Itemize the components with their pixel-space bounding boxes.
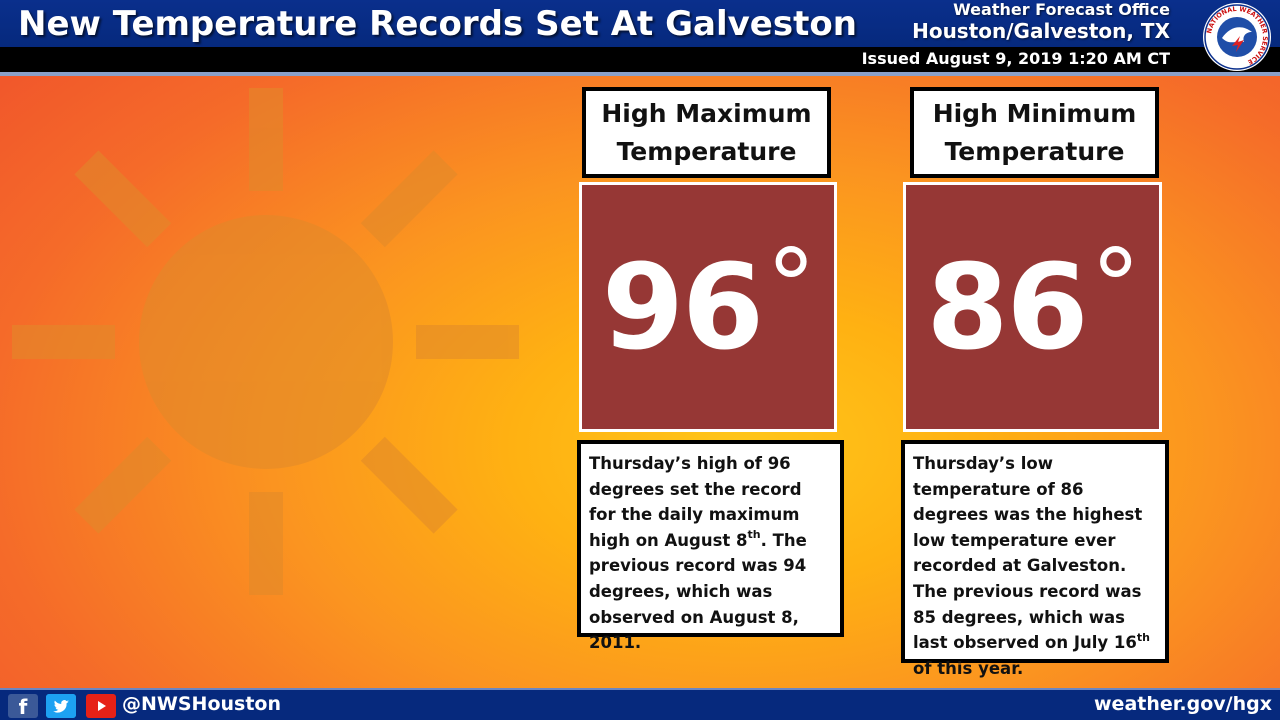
website-link[interactable]: weather.gov/hgx bbox=[1094, 693, 1272, 715]
degree-symbol: ° bbox=[766, 226, 816, 344]
social-handle[interactable]: @NWSHouston bbox=[122, 693, 281, 715]
office-name: Weather Forecast Office bbox=[953, 0, 1170, 19]
footer-bar: f @NWSHouston weather.gov/hgx bbox=[0, 688, 1280, 720]
high-max-value-box: 96 ° bbox=[579, 182, 837, 432]
high-min-description: Thursday’s low temperature of 86 degrees… bbox=[901, 440, 1169, 678]
high-max-label: High Maximum Temperature bbox=[582, 87, 831, 178]
issued-timestamp: Issued August 9, 2019 1:20 AM CT bbox=[861, 49, 1170, 68]
high-min-label: High Minimum Temperature bbox=[910, 87, 1159, 178]
ordinal-suffix: th bbox=[747, 528, 761, 542]
high-max-description: Thursday’s high of 96 degrees set the re… bbox=[577, 440, 844, 652]
facebook-icon[interactable]: f bbox=[8, 694, 38, 719]
high-min-label-line2: Temperature bbox=[944, 136, 1125, 166]
page-title: New Temperature Records Set At Galveston bbox=[18, 4, 857, 44]
twitter-icon[interactable] bbox=[46, 694, 76, 718]
header-banner: New Temperature Records Set At Galveston… bbox=[0, 0, 1280, 76]
high-max-label-line1: High Maximum bbox=[601, 98, 812, 128]
office-city: Houston/Galveston, TX bbox=[912, 19, 1170, 43]
high-max-description-text-end: . The previous record was 94 degrees, wh… bbox=[589, 530, 807, 653]
ordinal-suffix: th bbox=[1136, 630, 1150, 644]
sun-icon bbox=[12, 88, 519, 595]
high-min-value: 86 bbox=[926, 238, 1088, 376]
nws-logo-icon: NATIONAL WEATHER SERVICE bbox=[1203, 3, 1271, 71]
high-min-value-box: 86 ° bbox=[903, 182, 1162, 432]
high-min-description-text: Thursday’s low temperature of 86 degrees… bbox=[913, 454, 1143, 653]
high-min-label-line1: High Minimum bbox=[932, 98, 1137, 128]
high-min-description-text-end: of this year. bbox=[913, 658, 1024, 678]
degree-symbol: ° bbox=[1090, 226, 1141, 344]
youtube-icon[interactable] bbox=[86, 694, 116, 718]
high-max-description-text: Thursday’s high of 96 degrees set the re… bbox=[589, 454, 802, 550]
high-max-value: 96 bbox=[601, 238, 764, 376]
high-max-label-line2: Temperature bbox=[616, 136, 797, 166]
